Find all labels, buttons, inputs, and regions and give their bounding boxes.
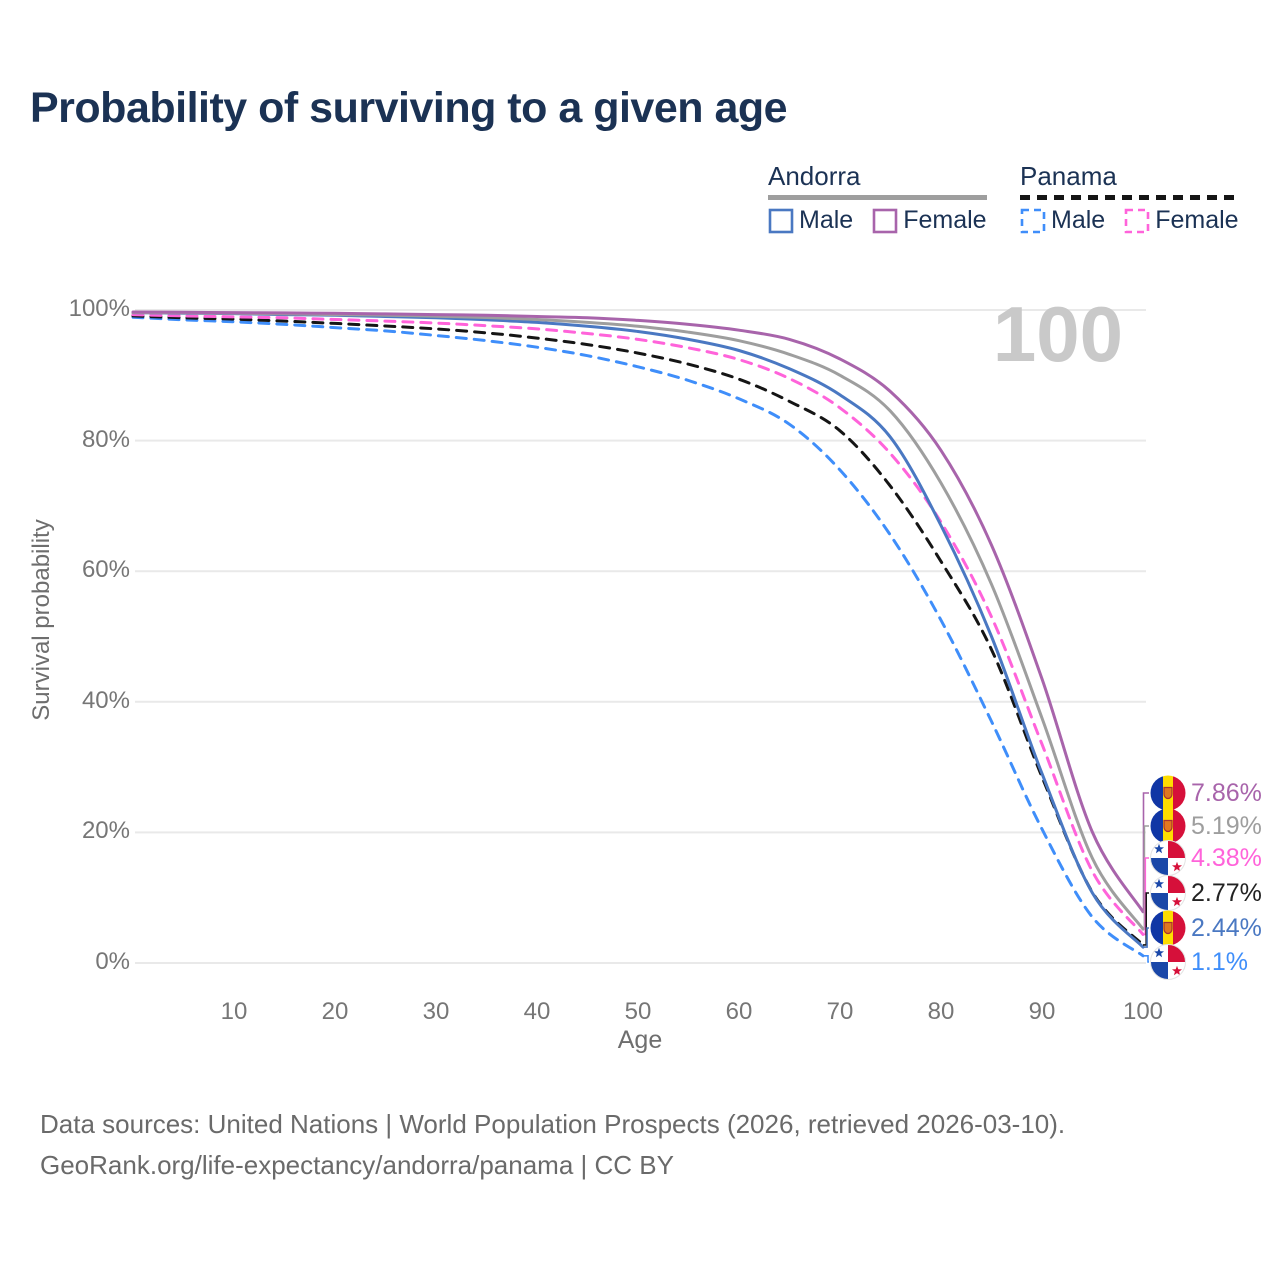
andorra-line-style-swatch bbox=[768, 195, 987, 200]
end-label-value: 4.38% bbox=[1191, 843, 1262, 872]
series-line-panama-female[interactable] bbox=[131, 313, 1145, 936]
end-label-row: 4.38% bbox=[1150, 840, 1262, 876]
x-tick-label: 100 bbox=[1122, 998, 1164, 1025]
y-tick-label: 0% bbox=[95, 948, 130, 975]
data-sources-text: Data sources: United Nations | World Pop… bbox=[40, 1109, 1066, 1139]
end-label-connector bbox=[1143, 857, 1149, 936]
series-line-andorra[interactable] bbox=[131, 311, 1145, 931]
legend-group-andorra: Andorra Male Female bbox=[768, 161, 987, 235]
end-label-connector bbox=[1143, 955, 1149, 963]
end-label-row: 2.44% bbox=[1150, 910, 1262, 946]
panama-line-style-swatch bbox=[1020, 195, 1239, 200]
end-label-row: 7.86% bbox=[1150, 775, 1262, 811]
x-tick-label: 80 bbox=[927, 998, 955, 1025]
legend-item-panama-female[interactable]: Female bbox=[1124, 206, 1239, 235]
end-label-row: 5.19% bbox=[1150, 808, 1262, 844]
end-label-value: 2.77% bbox=[1191, 878, 1262, 907]
end-label-row: 2.77% bbox=[1150, 875, 1262, 911]
x-tick-label: 50 bbox=[624, 998, 652, 1025]
legend-item-label: Male bbox=[1051, 206, 1106, 234]
end-label-connector bbox=[1143, 892, 1149, 946]
end-label-value: 1.1% bbox=[1191, 947, 1248, 976]
attribution-text: GeoRank.org/life-expectancy/andorra/pana… bbox=[40, 1150, 674, 1180]
x-tick-label: 20 bbox=[321, 998, 349, 1025]
legend-group-panama: Panama Male Female bbox=[1020, 161, 1239, 235]
page-title: Probability of surviving to a given age bbox=[30, 84, 788, 132]
footer: Data sources: United Nations | World Pop… bbox=[40, 1104, 1065, 1186]
andorra-flag-icon bbox=[1150, 910, 1186, 946]
panama-male-swatch-icon bbox=[1020, 208, 1046, 234]
y-tick-label: 60% bbox=[81, 556, 130, 584]
series-line-panama[interactable] bbox=[131, 314, 1145, 947]
end-label-value: 2.44% bbox=[1191, 913, 1262, 942]
x-tick-label: 30 bbox=[422, 998, 450, 1025]
legend-group-panama-title: Panama bbox=[1020, 161, 1117, 191]
panama-female-swatch-icon bbox=[1124, 208, 1150, 234]
x-tick-label: 70 bbox=[826, 998, 854, 1025]
x-tick-label: 40 bbox=[523, 998, 551, 1025]
end-label-value: 7.86% bbox=[1191, 778, 1262, 807]
end-label-connector bbox=[1143, 825, 1149, 930]
panama-flag-icon bbox=[1150, 840, 1186, 876]
andorra-flag-icon bbox=[1150, 808, 1186, 844]
end-label-value: 5.19% bbox=[1191, 811, 1262, 840]
y-tick-label: 40% bbox=[81, 686, 130, 714]
x-tick-label: 60 bbox=[725, 998, 753, 1025]
panama-flag-icon bbox=[1150, 875, 1186, 911]
y-axis-title: Survival probability bbox=[28, 519, 55, 721]
legend-item-label: Female bbox=[903, 206, 987, 234]
legend-item-label: Male bbox=[799, 206, 854, 234]
x-tick-label: 90 bbox=[1028, 998, 1056, 1025]
legend-item-panama-male[interactable]: Male bbox=[1020, 206, 1105, 235]
x-tick-label: 10 bbox=[220, 998, 248, 1025]
legend-item-label: Female bbox=[1155, 206, 1239, 234]
y-tick-label: 20% bbox=[81, 817, 130, 845]
panama-flag-icon bbox=[1150, 944, 1186, 980]
series-line-andorra-male[interactable] bbox=[131, 311, 1145, 949]
andorra-male-swatch-icon bbox=[768, 208, 794, 234]
y-tick-label: 80% bbox=[81, 425, 130, 453]
series-line-andorra-female[interactable] bbox=[131, 310, 1145, 914]
andorra-flag-icon bbox=[1150, 775, 1186, 811]
end-label-connector bbox=[1142, 792, 1149, 913]
end-label-connector bbox=[1143, 927, 1149, 948]
legend-group-andorra-title: Andorra bbox=[768, 161, 861, 191]
y-tick-label: 100% bbox=[68, 295, 130, 322]
end-label-row: 1.1% bbox=[1150, 944, 1248, 980]
legend-item-andorra-female[interactable]: Female bbox=[872, 206, 987, 235]
series-line-panama-male[interactable] bbox=[131, 315, 1145, 958]
hover-age-watermark: 100 bbox=[992, 290, 1123, 378]
legend-item-andorra-male[interactable]: Male bbox=[768, 206, 853, 235]
andorra-female-swatch-icon bbox=[872, 208, 898, 234]
x-axis-title: Age bbox=[617, 1026, 663, 1054]
